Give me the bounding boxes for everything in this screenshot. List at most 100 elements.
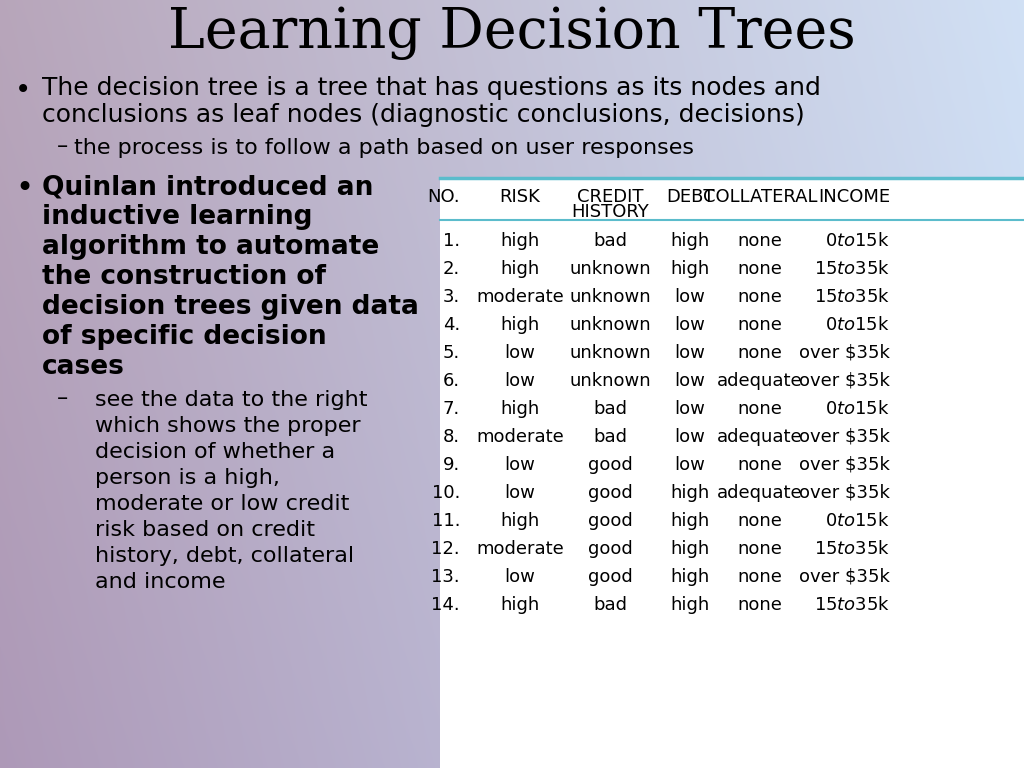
Text: high: high (671, 232, 710, 250)
Text: low: low (675, 400, 706, 418)
Text: unknown: unknown (569, 288, 651, 306)
Text: decision of whether a: decision of whether a (95, 442, 335, 462)
Text: •: • (15, 76, 32, 104)
Text: 11.: 11. (431, 512, 460, 530)
Text: 10.: 10. (432, 484, 460, 502)
Text: 1.: 1. (442, 232, 460, 250)
Text: $15 to $35k: $15 to $35k (814, 288, 890, 306)
Text: over $35k: over $35k (799, 372, 890, 390)
Text: $0 to $15k: $0 to $15k (825, 512, 890, 530)
Text: 4.: 4. (442, 316, 460, 334)
Text: 8.: 8. (442, 428, 460, 446)
Text: $0 to $15k: $0 to $15k (825, 316, 890, 334)
Text: high: high (501, 260, 540, 278)
Text: history, debt, collateral: history, debt, collateral (95, 546, 354, 566)
Text: see the data to the right: see the data to the right (95, 390, 368, 410)
Text: NO.: NO. (427, 188, 460, 206)
Text: $15 to $35k: $15 to $35k (814, 596, 890, 614)
Text: moderate: moderate (476, 540, 564, 558)
Text: conclusions as leaf nodes (diagnostic conclusions, decisions): conclusions as leaf nodes (diagnostic co… (42, 103, 805, 127)
Text: none: none (737, 596, 782, 614)
Text: high: high (501, 232, 540, 250)
Text: which shows the proper: which shows the proper (95, 416, 360, 436)
Text: none: none (737, 260, 782, 278)
Text: low: low (505, 456, 536, 474)
Text: good: good (588, 484, 633, 502)
Text: none: none (737, 232, 782, 250)
Text: 6.: 6. (442, 372, 460, 390)
Text: unknown: unknown (569, 344, 651, 362)
Text: Quinlan introduced an: Quinlan introduced an (42, 174, 374, 200)
Text: none: none (737, 568, 782, 586)
Text: 3.: 3. (442, 288, 460, 306)
Text: low: low (675, 288, 706, 306)
Text: unknown: unknown (569, 316, 651, 334)
Text: COLLATERAL: COLLATERAL (702, 188, 817, 206)
Text: good: good (588, 568, 633, 586)
Text: good: good (588, 456, 633, 474)
Text: high: high (671, 568, 710, 586)
Text: low: low (675, 316, 706, 334)
Text: none: none (737, 456, 782, 474)
Text: adequate: adequate (717, 484, 803, 502)
Text: and income: and income (95, 572, 225, 592)
Text: –: – (57, 388, 69, 408)
Text: none: none (737, 288, 782, 306)
Text: low: low (675, 372, 706, 390)
Text: over $35k: over $35k (799, 428, 890, 446)
Text: of specific decision: of specific decision (42, 324, 327, 350)
Text: low: low (505, 484, 536, 502)
Text: moderate: moderate (476, 288, 564, 306)
Text: $15 to $35k: $15 to $35k (814, 260, 890, 278)
Text: low: low (675, 456, 706, 474)
Text: 9.: 9. (442, 456, 460, 474)
Text: adequate: adequate (717, 428, 803, 446)
Text: high: high (671, 260, 710, 278)
Text: moderate: moderate (476, 428, 564, 446)
Text: good: good (588, 512, 633, 530)
Text: 12.: 12. (431, 540, 460, 558)
Text: high: high (501, 512, 540, 530)
FancyBboxPatch shape (440, 178, 1024, 768)
Text: none: none (737, 344, 782, 362)
Text: over $35k: over $35k (799, 568, 890, 586)
Text: none: none (737, 316, 782, 334)
Text: bad: bad (593, 428, 627, 446)
Text: cases: cases (42, 354, 125, 380)
Text: none: none (737, 540, 782, 558)
Text: high: high (671, 540, 710, 558)
Text: none: none (737, 512, 782, 530)
Text: person is a high,: person is a high, (95, 468, 280, 488)
Text: 2.: 2. (442, 260, 460, 278)
Text: low: low (675, 344, 706, 362)
Text: none: none (737, 400, 782, 418)
Text: good: good (588, 540, 633, 558)
Text: •: • (15, 174, 33, 203)
Text: $15 to $35k: $15 to $35k (814, 540, 890, 558)
Text: high: high (501, 596, 540, 614)
Text: bad: bad (593, 596, 627, 614)
Text: over $35k: over $35k (799, 344, 890, 362)
Text: high: high (671, 484, 710, 502)
Text: high: high (501, 400, 540, 418)
Text: high: high (671, 596, 710, 614)
Text: unknown: unknown (569, 372, 651, 390)
Text: bad: bad (593, 400, 627, 418)
Text: low: low (505, 344, 536, 362)
Text: decision trees given data: decision trees given data (42, 294, 419, 320)
Text: RISK: RISK (500, 188, 541, 206)
Text: over $35k: over $35k (799, 484, 890, 502)
Text: high: high (671, 512, 710, 530)
Text: HISTORY: HISTORY (571, 203, 649, 221)
Text: bad: bad (593, 232, 627, 250)
Text: The decision tree is a tree that has questions as its nodes and: The decision tree is a tree that has que… (42, 76, 821, 100)
Text: algorithm to automate: algorithm to automate (42, 234, 379, 260)
Text: DEBT: DEBT (666, 188, 715, 206)
Text: INCOME: INCOME (818, 188, 890, 206)
Text: $0 to $15k: $0 to $15k (825, 232, 890, 250)
Text: the construction of: the construction of (42, 264, 326, 290)
Text: the process is to follow a path based on user responses: the process is to follow a path based on… (74, 138, 694, 158)
Text: 5.: 5. (442, 344, 460, 362)
Text: –: – (57, 136, 69, 156)
Text: high: high (501, 316, 540, 334)
